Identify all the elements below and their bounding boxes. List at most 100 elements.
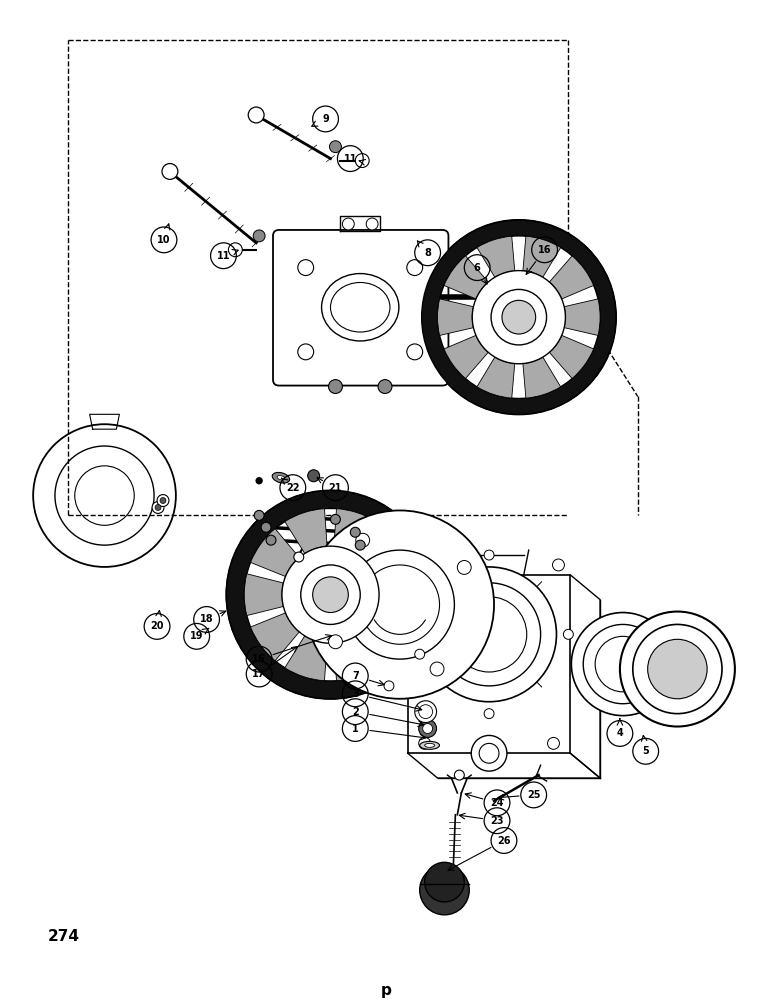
Circle shape [355,154,369,168]
Circle shape [583,624,662,704]
Circle shape [484,550,494,560]
Text: 11: 11 [344,154,357,164]
Wedge shape [251,529,300,577]
Text: 18: 18 [200,614,213,624]
Text: 274: 274 [48,929,80,944]
Text: 1: 1 [352,724,359,734]
Circle shape [355,540,365,550]
Wedge shape [362,529,411,577]
Wedge shape [444,256,488,299]
Circle shape [298,344,313,360]
Circle shape [423,724,432,733]
Text: 23: 23 [490,816,504,826]
Circle shape [366,218,378,230]
Wedge shape [550,335,594,379]
Circle shape [155,505,161,510]
Circle shape [422,567,557,702]
Wedge shape [438,299,473,335]
Ellipse shape [420,741,439,749]
Circle shape [256,478,262,484]
FancyBboxPatch shape [273,230,449,386]
Circle shape [418,737,431,749]
Circle shape [620,612,735,727]
Circle shape [306,510,494,699]
Circle shape [261,522,271,532]
Ellipse shape [425,743,435,747]
Circle shape [564,629,574,639]
Circle shape [361,565,439,644]
Wedge shape [523,236,560,277]
Text: 17: 17 [252,669,266,679]
Text: 9: 9 [322,114,329,124]
Text: 21: 21 [329,483,342,493]
Circle shape [266,535,276,545]
Text: p: p [381,983,391,998]
Circle shape [457,561,471,574]
Circle shape [298,260,313,276]
Circle shape [571,613,675,716]
Circle shape [415,701,436,723]
Circle shape [455,770,464,780]
Circle shape [55,446,154,545]
Text: 7: 7 [352,671,359,681]
Wedge shape [285,636,327,681]
Wedge shape [285,509,327,554]
Circle shape [471,735,507,771]
Circle shape [33,424,176,567]
Circle shape [75,466,134,525]
Wedge shape [523,357,560,398]
Wedge shape [334,509,376,554]
Circle shape [294,552,303,562]
Circle shape [491,289,547,345]
Circle shape [384,681,394,691]
Circle shape [329,380,343,393]
Wedge shape [251,613,300,661]
Circle shape [343,218,354,230]
Text: 6: 6 [474,263,480,273]
Wedge shape [422,220,616,414]
Wedge shape [378,574,417,616]
Circle shape [418,705,432,719]
Circle shape [301,565,361,624]
Circle shape [472,271,565,364]
Circle shape [330,141,341,153]
Text: 3: 3 [352,689,359,699]
Wedge shape [477,357,515,398]
Text: 16: 16 [538,245,551,255]
Circle shape [329,635,343,649]
Circle shape [226,491,435,699]
Ellipse shape [277,476,285,480]
Circle shape [378,380,392,393]
Circle shape [356,533,370,547]
Circle shape [249,107,264,123]
Text: 2: 2 [352,707,359,717]
Circle shape [438,583,540,686]
Circle shape [553,559,564,571]
Wedge shape [444,335,488,379]
Ellipse shape [330,282,390,332]
Circle shape [160,498,166,504]
Circle shape [405,629,415,639]
Text: 25: 25 [527,790,540,800]
Wedge shape [564,299,600,335]
Circle shape [425,862,464,902]
Wedge shape [244,574,283,616]
Circle shape [345,550,455,659]
Wedge shape [226,491,435,699]
Circle shape [547,737,560,749]
Circle shape [162,164,178,179]
Text: 26: 26 [497,836,511,846]
Circle shape [407,344,423,360]
Circle shape [633,624,722,714]
Ellipse shape [322,274,399,341]
Circle shape [330,514,340,524]
Circle shape [484,709,494,719]
Text: 16: 16 [252,654,266,664]
Circle shape [350,527,361,537]
Wedge shape [334,636,376,681]
Circle shape [418,720,436,737]
Circle shape [595,636,651,692]
Text: 24: 24 [490,798,504,808]
Circle shape [502,300,536,334]
Circle shape [253,230,265,242]
